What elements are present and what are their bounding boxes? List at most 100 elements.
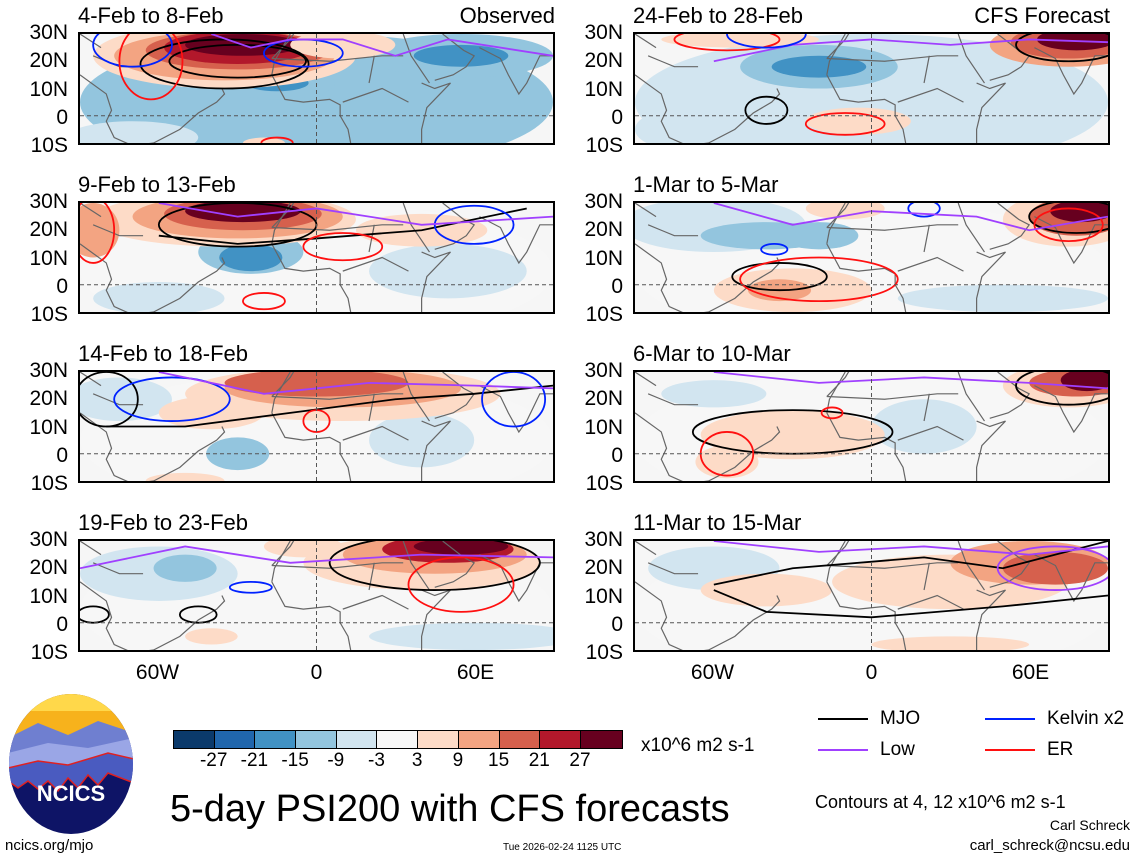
coastline (1034, 386, 1108, 432)
panel-title: 19-Feb to 23-Feb (78, 510, 248, 535)
coastline (827, 56, 964, 102)
coastline (272, 225, 409, 271)
contour-black (180, 606, 217, 622)
lat-label: 0 (56, 443, 68, 467)
timestamp: Tue 2026-02-24 1125 UTC (503, 842, 622, 853)
anomaly-fill (1002, 551, 1108, 585)
panel-title: 4-Feb to 8-Feb (78, 3, 224, 28)
legend-label: MJO (880, 708, 921, 729)
lat-label: 30N (584, 21, 623, 44)
logo-text: NCICS (37, 781, 105, 806)
coastline (403, 203, 474, 252)
lat-label: 10N (584, 415, 623, 439)
lat-label: 0 (611, 105, 623, 129)
contour-red (674, 34, 779, 50)
lat-label: 30N (29, 359, 68, 382)
colorbar-swatch (458, 731, 500, 748)
lon-label: 60W (135, 661, 180, 684)
lat-label: 0 (611, 612, 623, 636)
map-panel (78, 201, 555, 314)
lat-label: 0 (56, 612, 68, 636)
colorbar-label: 9 (452, 750, 464, 771)
lat-label: 30N (584, 528, 623, 551)
legend-label: Low (880, 739, 915, 760)
colorbar-label: -15 (281, 750, 309, 771)
contour-black (1016, 372, 1108, 405)
lat-label: 10N (29, 77, 68, 101)
lon-label: 0 (310, 661, 323, 684)
legend-label: ER (1047, 739, 1074, 760)
anomaly-fill (185, 628, 238, 645)
lat-label: 30N (29, 528, 68, 551)
coastline (635, 244, 780, 312)
colorbar-swatch (377, 731, 419, 748)
panel-title: 6-Mar to 10-Mar (633, 341, 791, 366)
coastline (635, 413, 780, 481)
colorbar-label: -9 (327, 750, 345, 771)
map-panel (78, 370, 555, 483)
colorbar (173, 730, 623, 749)
contour-purple (159, 203, 553, 225)
coastline (635, 582, 780, 650)
panel-title: 1-Mar to 5-Mar (633, 172, 779, 197)
legend-kelvin: Kelvin x2 (985, 708, 1124, 730)
contour-black (80, 372, 138, 427)
lat-label: 30N (584, 359, 623, 382)
contour-black (714, 541, 1108, 585)
lat-label: 30N (29, 21, 68, 44)
colorbar-label: -3 (368, 750, 385, 771)
contour-blue (761, 244, 787, 255)
contour-black (1016, 34, 1108, 61)
anomaly-fill (700, 573, 833, 607)
lat-label: 20N (29, 218, 68, 242)
coastline (272, 563, 409, 609)
lat-label: 10N (29, 415, 68, 439)
anomaly-fill (153, 554, 217, 582)
anomaly-fill (897, 284, 1108, 312)
colorbar-label: 21 (528, 750, 550, 771)
coastline (403, 34, 474, 83)
contour-black (106, 386, 553, 427)
lat-label: 10S (585, 134, 623, 157)
colorbar-label: 27 (569, 750, 591, 771)
lat-label: 30N (29, 190, 68, 213)
author: Carl Schreck (1049, 817, 1130, 833)
anomaly-fill (779, 222, 859, 250)
lat-label: 10S (30, 303, 68, 326)
coastline (479, 386, 553, 432)
url-link[interactable]: ncics.org/mjo (5, 837, 94, 854)
coastline (635, 203, 858, 236)
colorbar-swatch (499, 731, 541, 748)
contour-purple (998, 546, 1108, 590)
anomaly-fill (158, 396, 264, 430)
coastline (958, 34, 1029, 83)
coastline (827, 225, 964, 271)
anomaly-fill (369, 622, 553, 650)
colorbar-swatch (336, 731, 378, 748)
contour-black (714, 590, 1108, 617)
contour-purple (714, 372, 1108, 388)
anomaly-fill (871, 399, 977, 454)
lat-label: 10S (585, 641, 623, 664)
contour-blue (908, 203, 940, 217)
map-panel (633, 370, 1110, 483)
coastline (272, 394, 409, 440)
contour-purple (211, 34, 553, 56)
anomaly-fill (661, 380, 767, 408)
anomaly-fill (695, 445, 759, 479)
colorbar-swatch (580, 731, 622, 748)
anomaly-fill (93, 282, 225, 312)
lat-label: 20N (29, 387, 68, 411)
colorbar-label: -21 (240, 750, 269, 771)
coastline (80, 75, 225, 143)
contour-red (261, 138, 293, 143)
colorbar-label: 15 (488, 750, 510, 771)
contour-blue (93, 34, 172, 67)
colorbar-swatch (296, 731, 337, 748)
contour-blue (114, 377, 230, 421)
lat-label: 10S (585, 303, 623, 326)
coastline (1034, 48, 1108, 94)
coastline (80, 413, 225, 481)
anomaly-fill (635, 107, 741, 143)
contour-blue (482, 372, 545, 427)
